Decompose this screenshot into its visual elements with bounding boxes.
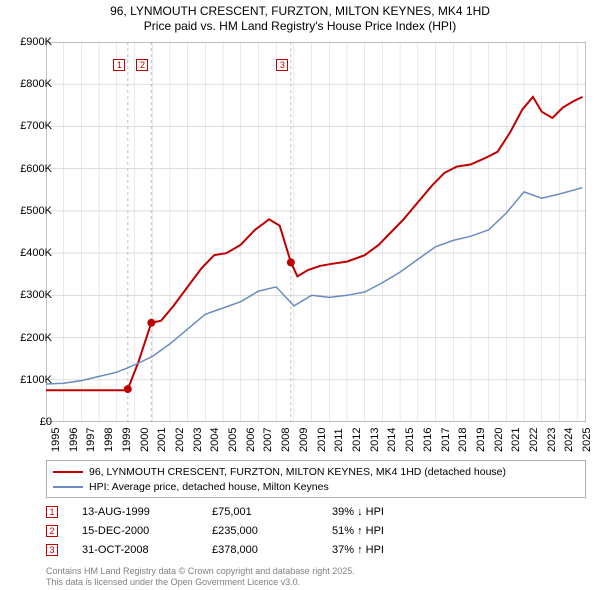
event-price-2: £235,000 xyxy=(212,525,332,537)
event-price-1: £75,001 xyxy=(212,506,332,518)
chart-marker-box: 1 xyxy=(113,59,125,71)
y-tick-label: £100K xyxy=(20,374,52,386)
x-tick-label: 2012 xyxy=(351,428,363,452)
x-tick-label: 1998 xyxy=(103,428,115,452)
y-tick-label: £300K xyxy=(20,289,52,301)
chart-container: 96, LYNMOUTH CRESCENT, FURZTON, MILTON K… xyxy=(0,0,600,590)
x-tick-label: 2017 xyxy=(440,428,452,452)
x-tick-label: 2001 xyxy=(156,428,168,452)
legend-label-property: 96, LYNMOUTH CRESCENT, FURZTON, MILTON K… xyxy=(89,466,506,478)
x-tick-label: 2007 xyxy=(262,428,274,452)
y-tick-label: £0 xyxy=(40,416,52,428)
x-tick-label: 2002 xyxy=(174,428,186,452)
x-tick-label: 2016 xyxy=(422,428,434,452)
event-price-3: £378,000 xyxy=(212,544,332,556)
legend-row-property: 96, LYNMOUTH CRESCENT, FURZTON, MILTON K… xyxy=(53,464,579,479)
event-diff-2: 51% ↑ HPI xyxy=(332,525,452,537)
event-box-3: 3 xyxy=(46,544,58,556)
legend-swatch-property xyxy=(53,471,83,473)
title-block: 96, LYNMOUTH CRESCENT, FURZTON, MILTON K… xyxy=(0,0,600,35)
footer-line2: This data is licensed under the Open Gov… xyxy=(46,577,355,587)
chart-svg xyxy=(46,42,586,422)
x-tick-label: 2013 xyxy=(369,428,381,452)
x-tick-label: 1999 xyxy=(121,428,133,452)
x-tick-label: 1996 xyxy=(68,428,80,452)
legend: 96, LYNMOUTH CRESCENT, FURZTON, MILTON K… xyxy=(46,460,586,498)
x-tick-label: 2011 xyxy=(333,428,345,452)
x-tick-label: 2021 xyxy=(510,428,522,452)
y-tick-label: £200K xyxy=(20,332,52,344)
legend-swatch-hpi xyxy=(53,486,83,488)
x-tick-label: 1997 xyxy=(85,428,97,452)
y-tick-label: £400K xyxy=(20,247,52,259)
event-diff-1: 39% ↓ HPI xyxy=(332,506,452,518)
x-tick-label: 2023 xyxy=(546,428,558,452)
event-date-2: 15-DEC-2000 xyxy=(82,525,212,537)
event-date-3: 31-OCT-2008 xyxy=(82,544,212,556)
y-tick-label: £600K xyxy=(20,163,52,175)
y-tick-label: £800K xyxy=(20,78,52,90)
event-row-3: 3 31-OCT-2008 £378,000 37% ↑ HPI xyxy=(46,540,586,559)
x-tick-label: 2024 xyxy=(563,428,575,452)
x-tick-label: 2022 xyxy=(528,428,540,452)
x-tick-label: 2015 xyxy=(404,428,416,452)
event-date-1: 13-AUG-1999 xyxy=(82,506,212,518)
legend-row-hpi: HPI: Average price, detached house, Milt… xyxy=(53,479,579,494)
x-tick-label: 2025 xyxy=(581,428,593,452)
footer: Contains HM Land Registry data © Crown c… xyxy=(46,566,355,587)
events-table: 1 13-AUG-1999 £75,001 39% ↓ HPI 2 15-DEC… xyxy=(46,502,586,559)
x-tick-label: 2019 xyxy=(475,428,487,452)
chart-marker-box: 3 xyxy=(276,59,288,71)
chart-marker-box: 2 xyxy=(136,59,148,71)
footer-line1: Contains HM Land Registry data © Crown c… xyxy=(46,566,355,576)
y-tick-label: £900K xyxy=(20,36,52,48)
x-tick-label: 1995 xyxy=(50,428,62,452)
legend-label-hpi: HPI: Average price, detached house, Milt… xyxy=(89,481,329,493)
chart-area xyxy=(46,42,586,422)
title-line2: Price paid vs. HM Land Registry's House … xyxy=(0,19,600,33)
event-box-2: 2 xyxy=(46,525,58,537)
y-tick-label: £500K xyxy=(20,205,52,217)
event-row-2: 2 15-DEC-2000 £235,000 51% ↑ HPI xyxy=(46,521,586,540)
x-tick-label: 2018 xyxy=(457,428,469,452)
x-tick-label: 2005 xyxy=(227,428,239,452)
event-box-1: 1 xyxy=(46,506,58,518)
x-tick-label: 2009 xyxy=(298,428,310,452)
event-diff-3: 37% ↑ HPI xyxy=(332,544,452,556)
title-line1: 96, LYNMOUTH CRESCENT, FURZTON, MILTON K… xyxy=(0,4,600,18)
x-tick-label: 2006 xyxy=(245,428,257,452)
event-row-1: 1 13-AUG-1999 £75,001 39% ↓ HPI xyxy=(46,502,586,521)
y-tick-label: £700K xyxy=(20,120,52,132)
x-tick-label: 2010 xyxy=(316,428,328,452)
x-tick-label: 2008 xyxy=(280,428,292,452)
x-tick-label: 2014 xyxy=(386,428,398,452)
x-tick-label: 2004 xyxy=(209,428,221,452)
x-tick-label: 2003 xyxy=(192,428,204,452)
x-tick-label: 2020 xyxy=(493,428,505,452)
x-tick-label: 2000 xyxy=(139,428,151,452)
